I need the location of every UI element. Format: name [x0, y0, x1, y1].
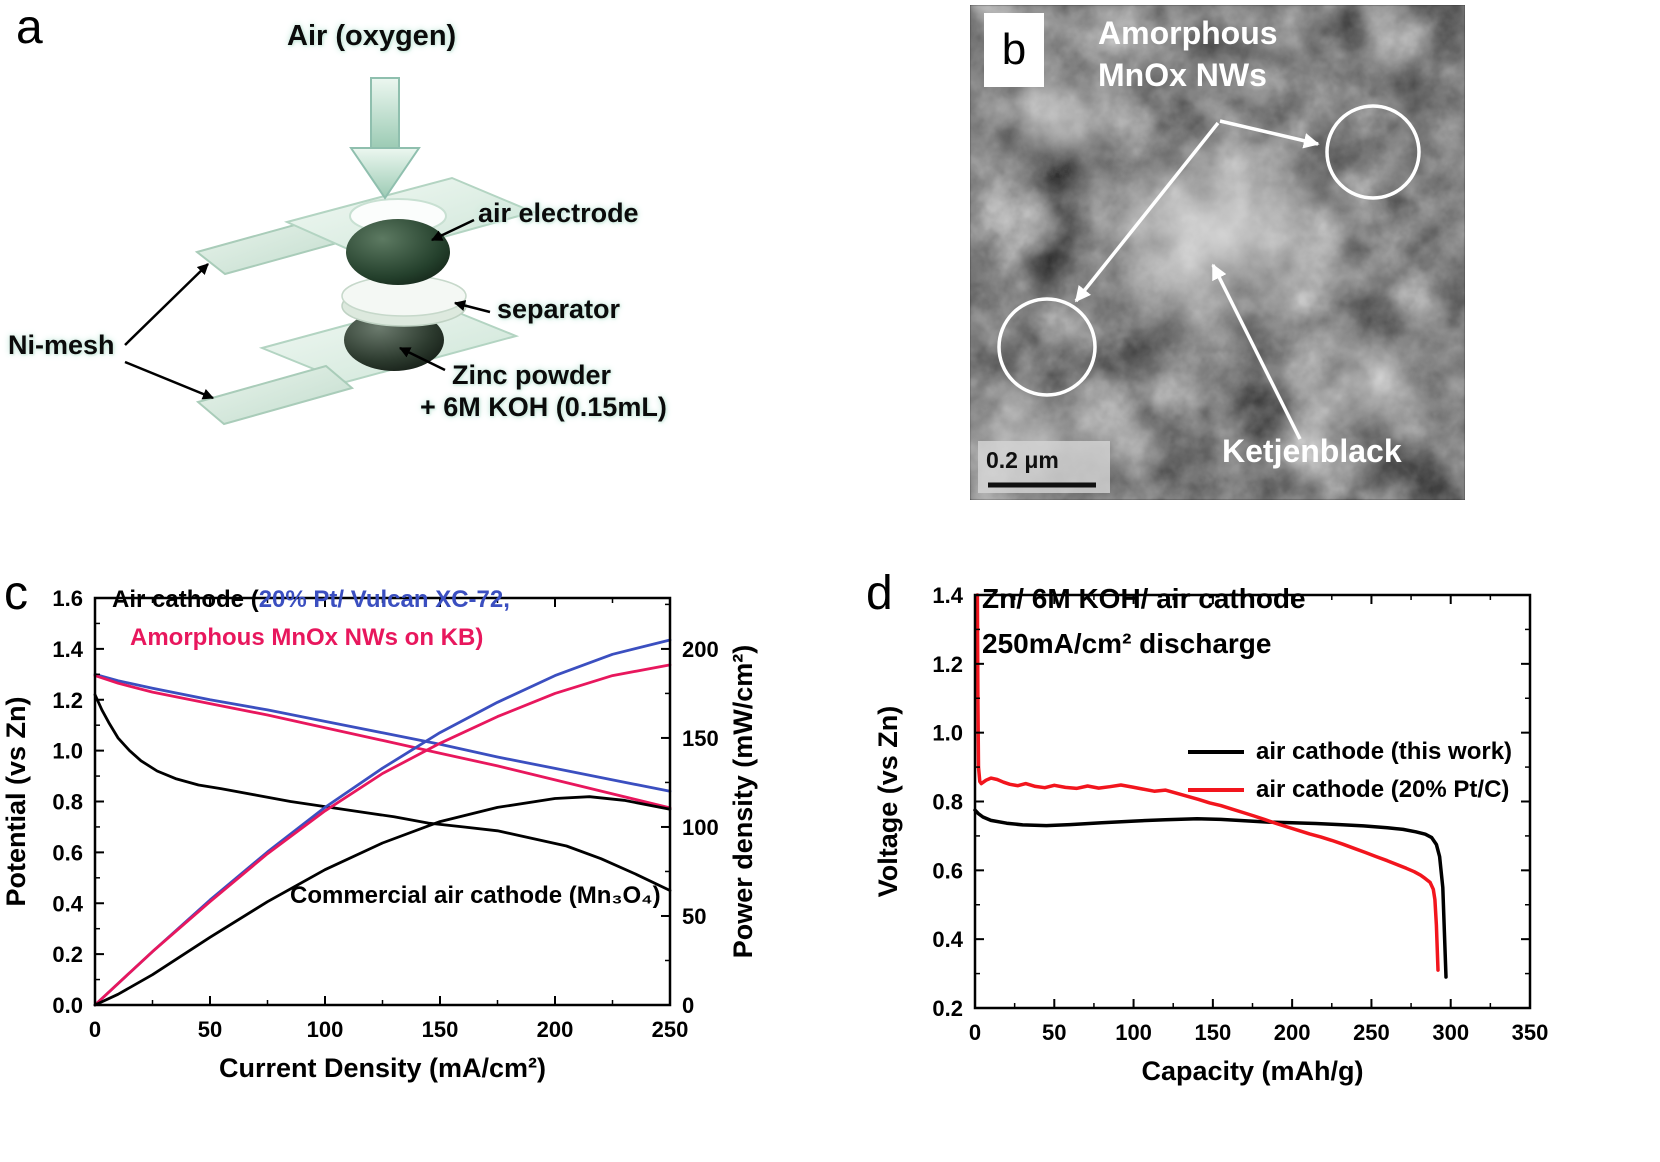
series-commercial-Mn3O4-power	[93, 795, 672, 1007]
nanowire-arrow-left	[1074, 121, 1220, 303]
air-arrow-head	[349, 147, 421, 200]
svg-text:0.2: 0.2	[932, 996, 963, 1021]
chart-c-legend-line1: Air cathode (20% Pt/ Vulcan XC-72,	[112, 586, 510, 614]
legend-swatch-black	[1188, 750, 1244, 754]
svg-text:0.6: 0.6	[932, 858, 963, 883]
legend-swatch-red	[1188, 788, 1244, 792]
panel-b-label-box: b	[984, 13, 1044, 87]
panel-b-micrograph: b Amorphous MnOx NWs Ketjenblack 0.2 μm	[930, 5, 1470, 515]
series-Pt-Vulcan-potential	[93, 672, 672, 793]
air-electrode-ball	[346, 219, 450, 285]
zinc-label-line2: + 6M KOH (0.15mL)	[420, 392, 667, 422]
zinc-arrow	[398, 346, 446, 372]
polarization-power-chart: 0 50 100 150 200 250 0.0 0.2 0.4 0.6 0.8 1.0 1.2 1.4 1…	[1, 586, 758, 1083]
chart-d-legend-item-ptc: air cathode (20% Pt/C)	[1188, 776, 1509, 804]
mnox-annotation-line1: Amorphous	[1098, 15, 1278, 51]
separator-arrow	[453, 300, 491, 314]
svg-text:0.0: 0.0	[52, 993, 83, 1018]
svg-text:0.6: 0.6	[52, 840, 83, 865]
legend-label-ptc: air cathode (20% Pt/C)	[1256, 776, 1510, 803]
svg-text:200: 200	[1274, 1020, 1311, 1045]
ketjenblack-arrow	[1211, 263, 1302, 440]
panel-d-label: d	[866, 567, 893, 620]
svg-text:0.8: 0.8	[52, 790, 83, 815]
nanowire-circle-left	[997, 297, 1097, 397]
discharge-curve-chart: 0 50 100 150 200 250 300 350 0.2 0.4 0.6 0.8 1.0 1.2 1…	[873, 583, 1549, 1086]
legend-pt-vulcan-text: 20% Pt/ Vulcan XC-72,	[258, 586, 510, 613]
svg-text:1.2: 1.2	[932, 652, 963, 677]
svg-text:100: 100	[1115, 1020, 1152, 1045]
svg-text:50: 50	[198, 1017, 222, 1042]
zinc-label-line1: Zinc powder	[452, 360, 612, 390]
svg-text:0.2: 0.2	[52, 942, 83, 967]
chart-c-ylabel-left: Potential (vs Zn)	[1, 696, 31, 906]
chart-d-legend-item-this-work: air cathode (this work)	[1188, 738, 1512, 766]
panel-a-schematic	[124, 77, 537, 426]
air-electrode-label: air electrode	[478, 198, 639, 228]
panel-b-label: b	[1001, 25, 1027, 74]
chart-d-title-line2: 250mA/cm² discharge	[982, 628, 1272, 659]
svg-text:0: 0	[969, 1020, 981, 1045]
chart-c-xlabel: Current Density (mA/cm²)	[219, 1053, 546, 1083]
mn3o4-annotation: Commercial air cathode (Mn₃O₄)	[290, 882, 661, 909]
svg-text:1.0: 1.0	[52, 739, 83, 764]
svg-text:100: 100	[682, 815, 719, 840]
air-electrode-arrow	[430, 218, 475, 242]
mnox-annotation-line2: MnOx NWs	[1098, 57, 1267, 93]
panel-a-label: a	[16, 1, 43, 54]
chart-c-ylabel-right: Power density (mW/cm²)	[728, 645, 758, 959]
ni-mesh-arrow-upper	[124, 263, 209, 346]
legend-air-cathode-text: Air cathode (	[112, 586, 259, 613]
svg-text:1.0: 1.0	[932, 721, 963, 746]
svg-text:100: 100	[307, 1017, 344, 1042]
svg-text:0.8: 0.8	[932, 790, 963, 815]
svg-text:1.6: 1.6	[52, 586, 83, 611]
svg-text:250: 250	[1353, 1020, 1390, 1045]
ni-mesh-label: Ni-mesh	[8, 330, 115, 360]
ni-mesh-lower-tab	[195, 364, 355, 426]
series-air-cathode-20pct-PtC	[975, 593, 1440, 972]
panel-c-label: c	[4, 567, 28, 620]
svg-text:0: 0	[682, 993, 694, 1018]
svg-text:200: 200	[537, 1017, 574, 1042]
air-arrow-shaft	[370, 77, 400, 149]
svg-text:350: 350	[1512, 1020, 1549, 1045]
svg-text:150: 150	[682, 726, 719, 751]
legend-label-this-work: air cathode (this work)	[1256, 738, 1513, 765]
chart-d-xlabel: Capacity (mAh/g)	[1141, 1056, 1363, 1086]
nanowire-circle-right	[1325, 104, 1421, 200]
svg-text:50: 50	[1042, 1020, 1066, 1045]
svg-text:300: 300	[1432, 1020, 1469, 1045]
tem-bright-cluster-3	[1270, 305, 1470, 465]
svg-text:150: 150	[1194, 1020, 1231, 1045]
svg-text:0.4: 0.4	[932, 927, 963, 952]
svg-text:1.2: 1.2	[52, 688, 83, 713]
ni-mesh-arrow-lower	[124, 360, 215, 400]
tem-image	[930, 5, 1470, 515]
svg-text:0: 0	[89, 1017, 101, 1042]
chart-c-legend-line2: Amorphous MnOx NWs on KB)	[130, 624, 483, 652]
svg-text:0.4: 0.4	[52, 891, 83, 916]
series-air-cathode-this-work	[973, 808, 1448, 979]
separator-label: separator	[497, 294, 621, 324]
series-MnOx-NWs-potential	[93, 674, 672, 810]
ketjenblack-label: Ketjenblack	[1222, 433, 1402, 469]
svg-text:1.4: 1.4	[52, 637, 83, 662]
air-oxygen-label: Air (oxygen)	[287, 20, 457, 52]
tem-bright-cluster-1	[1070, 115, 1370, 355]
series-commercial-Mn3O4-potential	[93, 693, 672, 892]
svg-text:200: 200	[682, 637, 719, 662]
svg-text:250: 250	[652, 1017, 689, 1042]
chart-d-title-line1: Zn/ 6M KOH/ air cathode	[982, 583, 1306, 614]
scale-bar-label: 0.2 μm	[986, 447, 1059, 473]
svg-text:50: 50	[682, 904, 706, 929]
nanowire-arrow-right	[1219, 119, 1320, 149]
chart-d-ylabel-left: Voltage (vs Zn)	[873, 706, 903, 898]
series-MnOx-NWs-power	[93, 663, 672, 1007]
svg-text:1.4: 1.4	[932, 583, 963, 608]
svg-text:150: 150	[422, 1017, 459, 1042]
legend-mnox-text: Amorphous MnOx NWs on KB)	[130, 624, 484, 651]
